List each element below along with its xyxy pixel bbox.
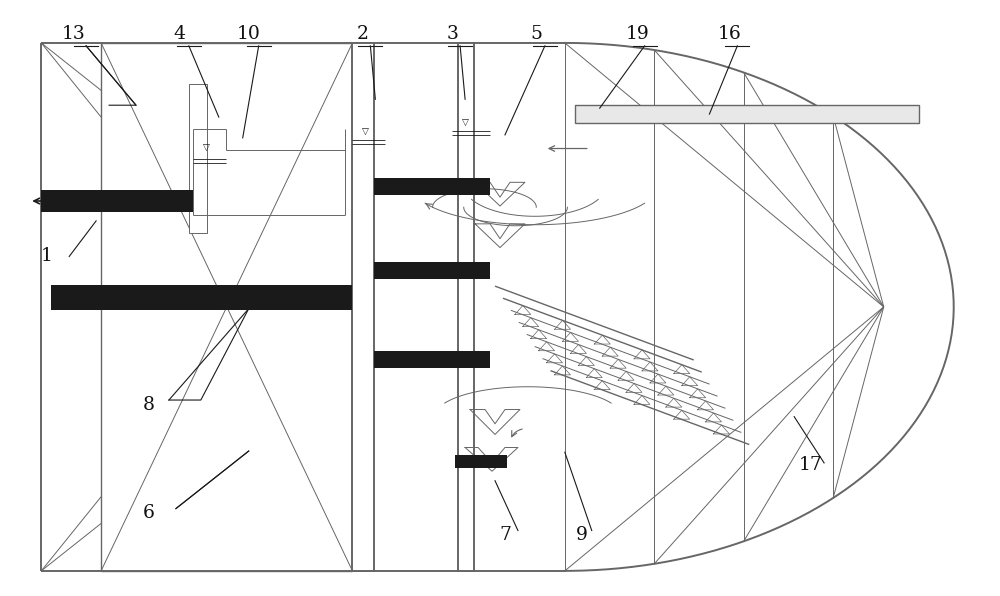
Bar xyxy=(458,43,474,571)
Text: 7: 7 xyxy=(499,526,511,544)
Text: 17: 17 xyxy=(799,457,823,474)
Bar xyxy=(455,455,507,468)
Text: 5: 5 xyxy=(530,25,542,43)
Text: 6: 6 xyxy=(143,504,155,522)
Text: ▽: ▽ xyxy=(362,128,369,136)
Text: 2: 2 xyxy=(356,25,368,43)
Bar xyxy=(575,105,919,123)
Text: 8: 8 xyxy=(143,396,155,414)
Text: ▽: ▽ xyxy=(203,144,210,153)
Bar xyxy=(374,352,490,368)
Bar xyxy=(189,85,207,233)
Text: 1: 1 xyxy=(40,247,52,265)
Text: 10: 10 xyxy=(237,25,261,43)
Text: ▽: ▽ xyxy=(462,119,469,128)
Bar xyxy=(374,262,490,279)
Text: 3: 3 xyxy=(446,25,458,43)
Text: 13: 13 xyxy=(61,25,85,43)
Bar xyxy=(374,178,490,195)
Text: 16: 16 xyxy=(717,25,741,43)
Bar xyxy=(51,285,352,310)
Bar xyxy=(352,43,374,571)
Text: 4: 4 xyxy=(173,25,185,43)
Text: 9: 9 xyxy=(576,526,588,544)
Text: 19: 19 xyxy=(626,25,649,43)
Bar xyxy=(41,190,193,212)
